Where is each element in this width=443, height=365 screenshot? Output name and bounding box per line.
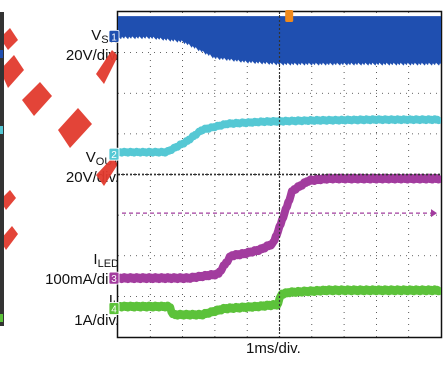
channel-marker-label-3: 3 xyxy=(111,274,117,285)
left-plot-edge xyxy=(0,12,4,326)
x-axis-label: 1ms/div. xyxy=(246,340,301,357)
channel-marker-1 xyxy=(108,29,120,43)
channel-marker-label-4: 4 xyxy=(111,305,117,316)
label-iled: ILED 100mA/div. xyxy=(45,251,119,288)
left-marker-c xyxy=(0,314,3,322)
traces xyxy=(118,12,441,337)
channel-marker-label-1: 1 xyxy=(111,32,117,43)
trigger-level-arrow xyxy=(431,209,437,218)
channel-marker-label-2: 2 xyxy=(111,150,117,161)
trigger-position-marker xyxy=(285,10,294,22)
watermark xyxy=(0,28,118,250)
channel-marker-3 xyxy=(108,271,120,285)
channel-marker-2 xyxy=(108,147,120,161)
iled-trace xyxy=(118,173,441,284)
channel-marker-4 xyxy=(108,302,120,315)
channel-markers: 1 2 3 4 xyxy=(108,10,437,316)
left-marker-b xyxy=(0,126,3,134)
il-trace xyxy=(118,285,441,320)
left-marker-a xyxy=(0,50,3,58)
